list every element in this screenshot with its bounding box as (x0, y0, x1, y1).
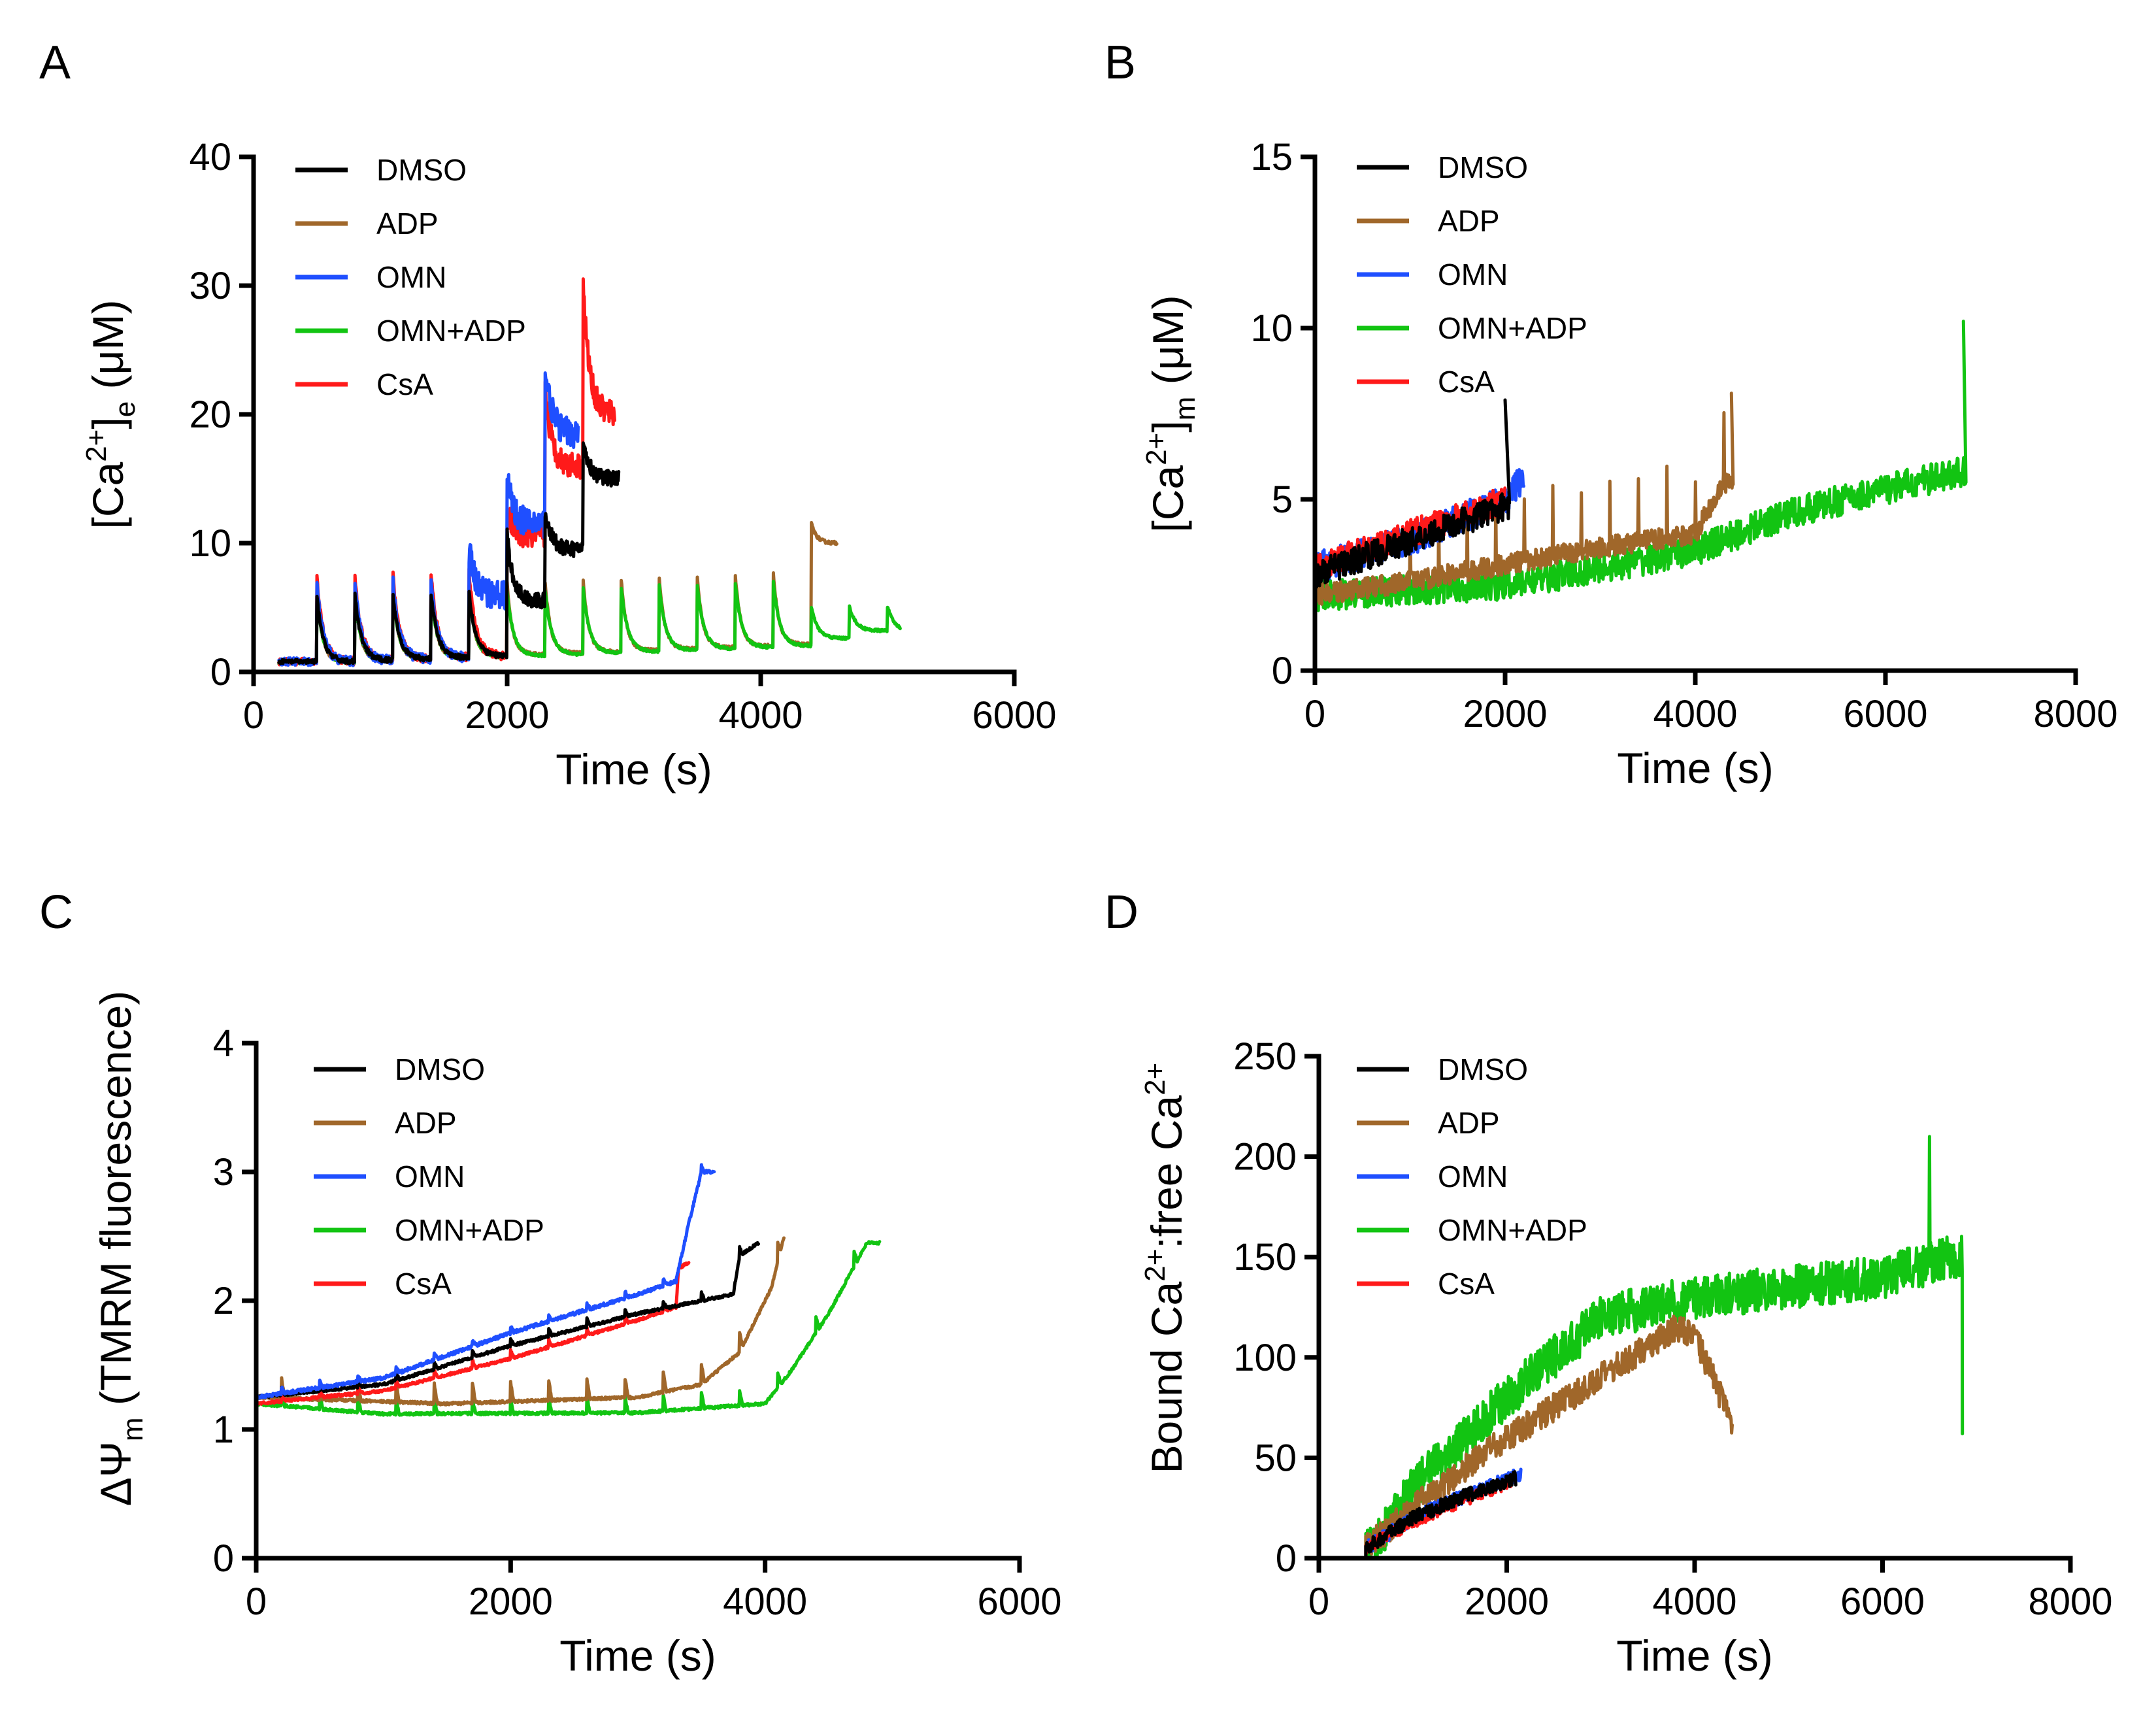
legend: DMSO ADP OMN OMN+ADP CsA (295, 153, 526, 401)
legend: DMSO ADP OMN OMN+ADP CsA (1357, 1052, 1587, 1301)
y-tick-label: 1 (213, 1409, 234, 1451)
panel-c: C 0 2000 4000 6000 0 1 2 3 4 Time (s) ΔΨm (TMRM flu… (39, 886, 1062, 1680)
legend-label: ADP (376, 207, 439, 241)
series-omn-plus-adp (1317, 1135, 1965, 1560)
x-tick-label: 0 (246, 1580, 267, 1623)
x-tick-label: 4000 (723, 1580, 807, 1623)
series-adp (1317, 1314, 1734, 1560)
y-tick-label: 40 (189, 136, 231, 178)
x-tick-label: 4000 (1653, 693, 1737, 735)
x-tick-label: 8000 (2028, 1580, 2112, 1623)
x-tick-label: 6000 (1843, 693, 1927, 735)
x-tick-label: 2000 (469, 1580, 553, 1623)
series-group (1313, 320, 1968, 612)
legend-label: OMN+ADP (1438, 311, 1587, 345)
x-axis-label: Time (s) (1616, 1631, 1773, 1680)
x-tick-label: 6000 (972, 694, 1056, 737)
x-axis-label: Time (s) (559, 1631, 716, 1680)
y-tick-label: 15 (1250, 136, 1293, 178)
legend: DMSO ADP OMN OMN+ADP CsA (1357, 150, 1587, 399)
y-tick-label: 5 (1272, 478, 1293, 521)
x-tick-label: 0 (243, 694, 264, 737)
y-tick-label: 4 (213, 1022, 234, 1065)
y-axis-label: ΔΨm (TMRM fluorescence) (91, 991, 149, 1507)
y-tick-label: 250 (1233, 1035, 1297, 1078)
legend-label: OMN (395, 1160, 465, 1194)
x-axis-label: Time (s) (556, 745, 712, 793)
y-tick-label: 2 (213, 1280, 234, 1322)
x-tick-label: 0 (1308, 1580, 1329, 1623)
y-tick-label: 0 (213, 1537, 234, 1580)
x-tick-label: 2000 (465, 694, 549, 737)
legend-label: OMN+ADP (376, 314, 526, 348)
y-tick-label: 0 (1272, 650, 1293, 692)
legend-label: OMN+ADP (1438, 1213, 1587, 1247)
legend-label: ADP (1438, 1106, 1500, 1140)
y-tick-label: 10 (189, 522, 231, 565)
panel-letter: D (1104, 886, 1138, 939)
legend: DMSO ADP OMN OMN+ADP CsA (314, 1052, 544, 1301)
y-tick-label: 0 (210, 651, 231, 693)
panel-letter: A (39, 37, 71, 89)
y-tick-label: 10 (1250, 307, 1293, 350)
legend-label: DMSO (1438, 1052, 1528, 1086)
y-axis-label: Bound Ca2+:free Ca2+ (1139, 1063, 1191, 1474)
legend-label: OMN (1438, 1160, 1508, 1194)
series-group (277, 277, 902, 667)
y-tick-label: 150 (1233, 1236, 1297, 1278)
y-tick-label: 200 (1233, 1136, 1297, 1178)
legend-label: DMSO (376, 153, 467, 187)
y-tick-label: 3 (213, 1151, 234, 1194)
series-group (254, 1163, 882, 1417)
x-tick-label: 6000 (1840, 1580, 1925, 1623)
series-omn-plus-adp (1313, 320, 1968, 612)
x-tick-label: 2000 (1465, 1580, 1549, 1623)
legend-label: ADP (1438, 204, 1500, 238)
series-dmso (1313, 398, 1512, 590)
y-tick-label: 100 (1233, 1337, 1297, 1379)
x-tick-label: 2000 (1463, 693, 1547, 735)
legend-label: CsA (1438, 365, 1495, 399)
x-tick-label: 6000 (977, 1580, 1061, 1623)
legend-label: DMSO (1438, 150, 1528, 184)
series-group (1317, 1135, 1965, 1560)
legend-label: DMSO (395, 1052, 485, 1086)
y-tick-label: 20 (189, 393, 231, 436)
panel-b: B 0 2000 4000 6000 8000 0 5 10 15 Time (s) [Ca2+]m … (1104, 37, 2118, 792)
y-tick-label: 30 (189, 265, 231, 307)
legend-label: CsA (1438, 1267, 1495, 1301)
x-tick-label: 8000 (2033, 693, 2117, 735)
panel-letter: B (1104, 37, 1136, 89)
legend-label: CsA (395, 1267, 452, 1301)
y-tick-label: 0 (1276, 1537, 1297, 1580)
y-tick-label: 50 (1254, 1437, 1297, 1479)
legend-label: OMN+ADP (395, 1213, 544, 1247)
series-omn (277, 371, 580, 667)
legend-label: ADP (395, 1106, 457, 1140)
series-adp (254, 1236, 786, 1407)
x-axis-label: Time (s) (1617, 744, 1774, 792)
y-axis-label: [Ca2+]m (μM) (1140, 295, 1201, 532)
series-omn (254, 1163, 716, 1400)
panel-letter: C (39, 886, 73, 939)
legend-label: OMN (376, 260, 446, 294)
series-dmso (277, 441, 621, 665)
y-axis-label: [Ca2+]e (μM) (80, 299, 141, 529)
series-dmso (254, 1241, 760, 1400)
x-tick-label: 4000 (1652, 1580, 1736, 1623)
legend-label: CsA (376, 367, 433, 401)
series-adp (1313, 392, 1735, 606)
series-omn-plus-adp (254, 1240, 882, 1417)
legend-label: OMN (1438, 258, 1508, 292)
panel-d: D 0 2000 4000 6000 8000 0 50 100 150 200 250 Time (s… (1104, 886, 2113, 1680)
series-csa (254, 1261, 691, 1407)
series-dmso (1317, 1470, 1518, 1560)
x-tick-label: 4000 (718, 694, 803, 737)
x-tick-label: 0 (1304, 693, 1325, 735)
panel-a: A 0 2000 4000 6000 0 10 20 30 40 Time (s) [Ca2+]e (… (39, 37, 1057, 793)
